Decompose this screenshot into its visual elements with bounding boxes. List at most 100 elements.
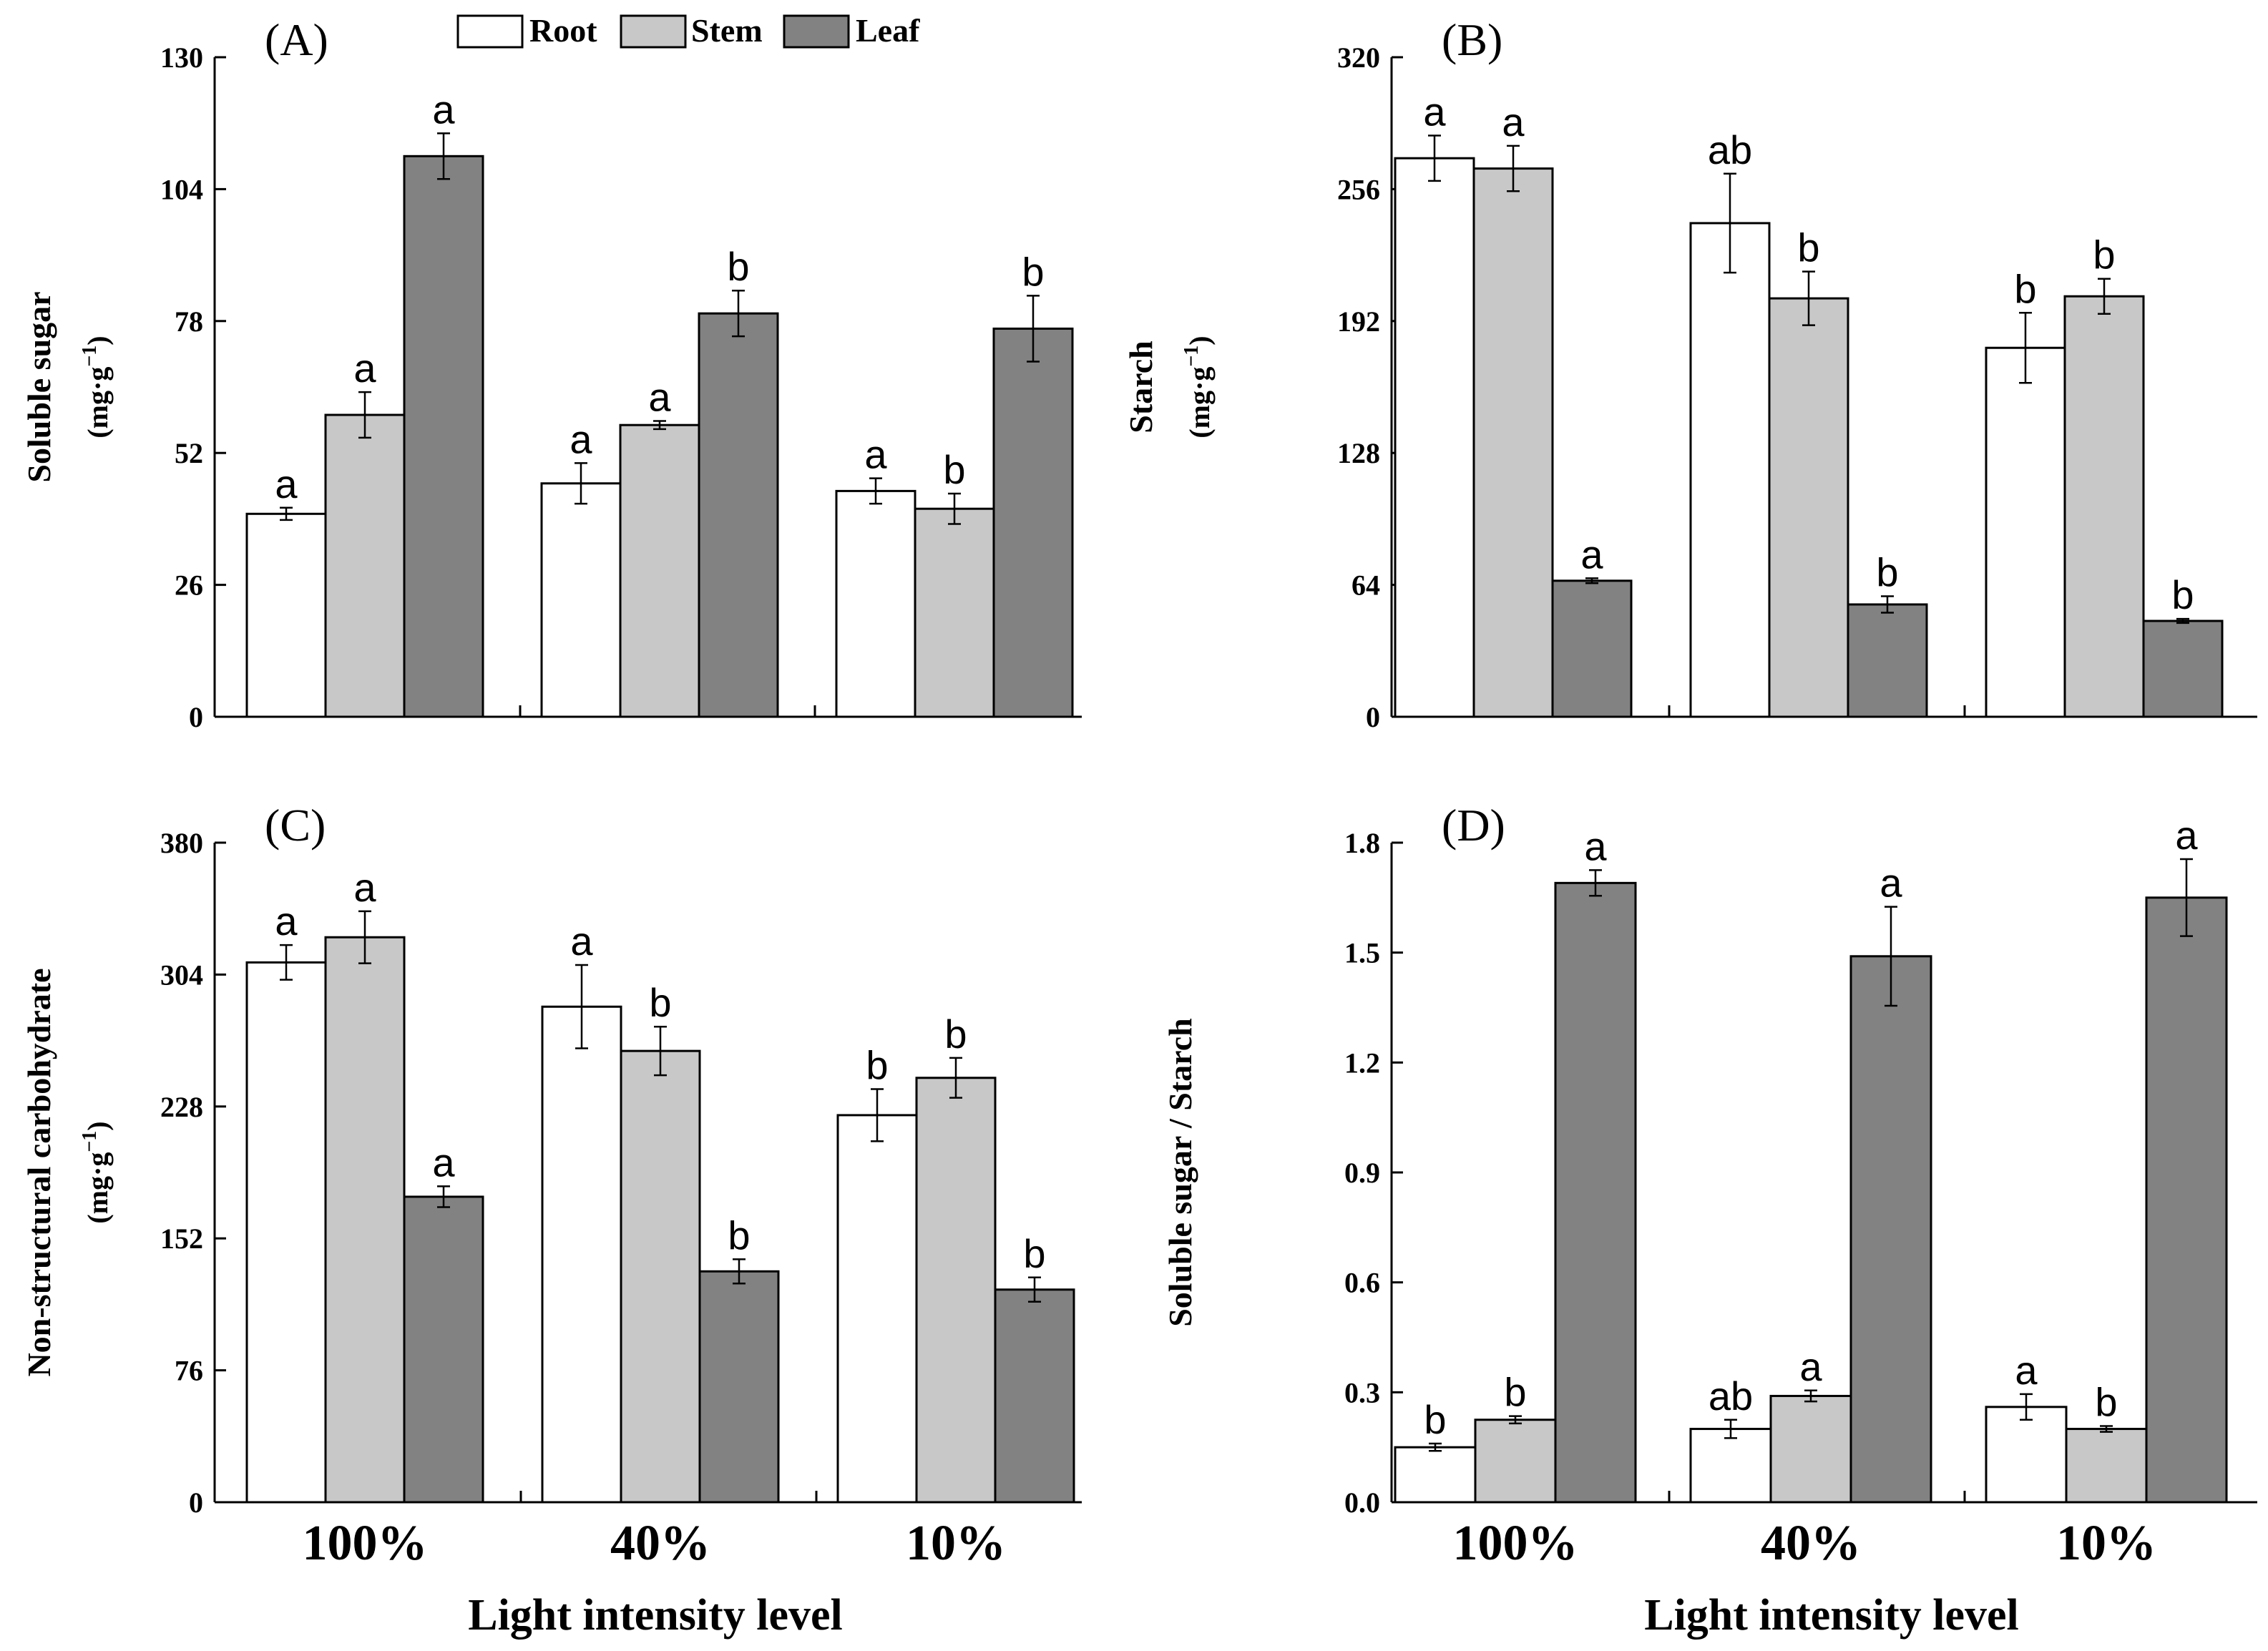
y-axis-unit: (mg·g−1): [79, 335, 114, 438]
y-axis-unit: (mg·g−1): [79, 1121, 114, 1223]
x-category-label: 10%: [906, 1516, 1006, 1571]
bar-stem: [915, 1077, 997, 1504]
y-axis-unit-close: ): [82, 335, 114, 345]
y-axis-unit-text: (mg·g: [1183, 367, 1216, 439]
bar-stem: [1768, 297, 1849, 718]
significance-letter: a: [1502, 99, 1525, 144]
significance-letter: b: [727, 244, 749, 289]
significance-letter: a: [2015, 1348, 2038, 1393]
bar-leaf: [1554, 881, 1637, 1504]
bar-stem: [620, 1049, 701, 1504]
significance-letter: a: [1799, 1344, 1822, 1389]
x-axis-title: Light intensity level: [468, 1591, 843, 1640]
legend-label-stem: Stem: [691, 12, 763, 49]
y-tick-label: 104: [160, 173, 203, 205]
y-tick-label: 130: [160, 41, 203, 74]
bar-leaf: [2142, 619, 2224, 718]
significance-letter: a: [353, 346, 376, 391]
chart-panel-d: 0.0 0.3 0.6 0.9 1.2 1.5 1.8 (D) Soluble sugar / …: [1162, 800, 2257, 1640]
significance-letter: b: [649, 980, 671, 1025]
y-tick-label: 256: [1337, 173, 1380, 205]
significance-letter: b: [2095, 1379, 2117, 1424]
legend-swatch-stem: [620, 14, 687, 49]
significance-letter: b: [1424, 1397, 1446, 1442]
significance-letter: a: [570, 416, 592, 461]
significance-letter: a: [1880, 861, 1902, 906]
legend-swatch-leaf: [783, 14, 850, 49]
bar-stem: [619, 423, 700, 718]
bar-leaf: [698, 312, 779, 718]
bar-stem: [914, 507, 995, 718]
panel-label: (A): [265, 14, 328, 65]
bar-stem: [2063, 295, 2145, 718]
significance-letter: b: [1023, 1231, 1045, 1276]
y-tick-label: 192: [1337, 305, 1380, 338]
y-axis-unit-text: (mg·g: [82, 1152, 114, 1224]
panel-label: (B): [1442, 14, 1502, 65]
bar-stem: [324, 413, 406, 718]
y-tick-label: 0.9: [1344, 1157, 1380, 1189]
bar-root: [1394, 157, 1475, 718]
legend-swatch-root: [456, 14, 524, 49]
significance-letter: a: [432, 1140, 455, 1185]
y-axis-unit-exponent: −1: [1181, 346, 1203, 367]
significance-letter: b: [944, 1011, 967, 1057]
significance-letter: b: [1797, 225, 1819, 270]
significance-letter: a: [275, 461, 298, 506]
y-tick-label: 0.3: [1344, 1376, 1380, 1409]
legend: Root Stem Leaf: [456, 12, 920, 49]
bar-leaf: [1551, 579, 1633, 718]
significance-letter: b: [1876, 549, 1898, 594]
y-tick-label: 76: [175, 1355, 203, 1387]
bar-stem: [1472, 167, 1554, 718]
x-category-label: 10%: [2056, 1516, 2156, 1571]
y-tick-label: 1.8: [1344, 827, 1380, 859]
x-category-label: 40%: [610, 1516, 710, 1571]
significance-letter: b: [728, 1212, 750, 1258]
y-axis-unit: (mg·g−1): [1181, 335, 1216, 438]
bar-root: [541, 1005, 622, 1504]
bar-root: [1689, 222, 1771, 718]
y-axis-unit-close: ): [82, 1121, 114, 1130]
chart-panel-c: 0 76 152 228 304 380 (C) Non-structural carbohy…: [21, 800, 1082, 1640]
significance-letter: ab: [1709, 1373, 1753, 1419]
significance-letter: b: [2093, 232, 2115, 278]
y-tick-label: 1.5: [1344, 937, 1380, 969]
significance-letter: b: [1504, 1370, 1526, 1415]
y-axis-title: Non-structural carbohydrate: [21, 968, 57, 1376]
bar-leaf: [992, 327, 1074, 718]
y-tick-label: 0: [1366, 701, 1380, 733]
bar-root: [835, 489, 917, 718]
bar-stem: [1769, 1394, 1852, 1504]
significance-letter: ab: [1708, 127, 1752, 172]
chart-panel-a: 0 26 52 78 104 130 (A) Soluble sugar (mg·g−1) a a a…: [21, 14, 1082, 733]
significance-letter: b: [943, 447, 965, 492]
significance-letter: a: [648, 375, 671, 420]
bar-root: [1985, 1406, 2068, 1504]
significance-letter: b: [2171, 572, 2194, 617]
y-tick-label: 320: [1337, 41, 1380, 74]
significance-letter: a: [570, 918, 593, 964]
y-tick-label: 64: [1351, 569, 1380, 602]
significance-letter: a: [353, 865, 376, 910]
y-axis-title: Soluble sugar / Starch: [1162, 1018, 1198, 1327]
panel-label: (C): [265, 800, 326, 851]
y-axis-title: Starch: [1123, 341, 1159, 433]
y-tick-label: 228: [160, 1091, 203, 1123]
y-tick-label: 52: [175, 437, 203, 469]
bar-root: [836, 1114, 918, 1504]
bar-root: [1394, 1446, 1477, 1504]
x-category-label: 100%: [1453, 1516, 1578, 1571]
bar-root: [245, 512, 327, 718]
y-tick-label: 0: [189, 1486, 203, 1519]
x-axis-title: Light intensity level: [1644, 1591, 2019, 1640]
bar-root: [245, 961, 327, 1504]
bar-stem: [1474, 1419, 1557, 1504]
significance-letter: a: [1584, 823, 1607, 868]
y-axis-unit-exponent: −1: [79, 346, 101, 367]
significance-letter: b: [1022, 249, 1044, 294]
significance-letter: a: [1580, 531, 1603, 577]
x-category-label: 100%: [303, 1516, 428, 1571]
